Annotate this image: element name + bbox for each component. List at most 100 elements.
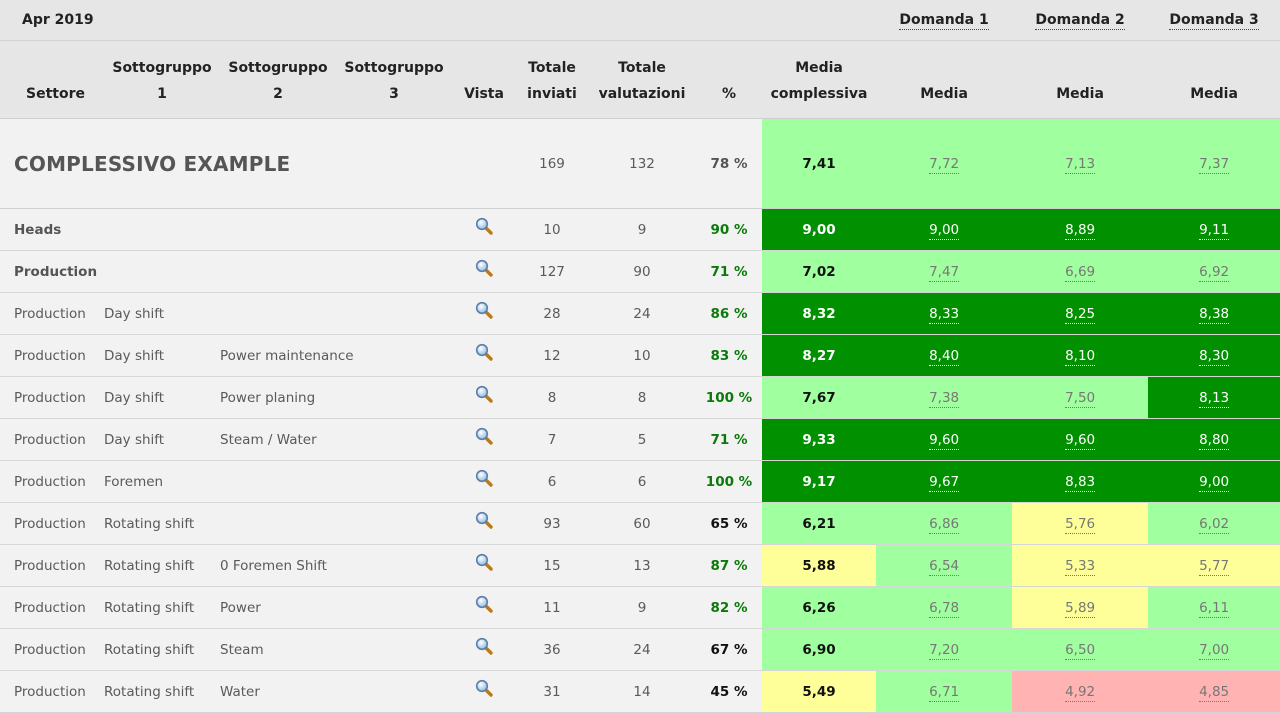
row-settore: Heads [0, 208, 104, 251]
row-media-d3[interactable]: 7,00 [1148, 628, 1280, 671]
row-sottogruppo-2 [220, 250, 452, 293]
magnifier-icon[interactable] [475, 511, 493, 529]
row-media-d3[interactable]: 6,11 [1148, 586, 1280, 629]
row-media-d2[interactable]: 6,50 [1012, 628, 1149, 671]
magnifier-icon[interactable] [475, 427, 493, 445]
row-valutazioni: 13 [588, 544, 696, 587]
magnifier-icon[interactable] [475, 679, 493, 697]
row-media-d2[interactable]: 8,89 [1012, 208, 1149, 251]
row-media-complessiva: 7,02 [762, 250, 877, 293]
row-media-d1[interactable]: 7,38 [876, 376, 1013, 419]
row-settore: Production [0, 250, 104, 293]
magnifier-icon[interactable] [475, 259, 493, 277]
row-valutazioni: 9 [588, 208, 696, 251]
row-inviati: 31 [516, 670, 588, 713]
row-media-d3[interactable]: 6,02 [1148, 502, 1280, 545]
row-sottogruppo-1: Day shift [104, 334, 220, 377]
magnifier-icon[interactable] [475, 469, 493, 487]
row-media-d2[interactable]: 8,25 [1012, 292, 1149, 335]
row-settore: Production [0, 586, 104, 629]
row-valutazioni: 60 [588, 502, 696, 545]
vista-button[interactable] [452, 628, 516, 671]
row-media-d3[interactable]: 8,80 [1148, 418, 1280, 461]
table-row: Production Day shift Power planing 8 8 [0, 376, 1280, 419]
row-media-d2[interactable]: 8,10 [1012, 334, 1149, 377]
total-media-d1[interactable]: 7,72 [876, 118, 1013, 209]
total-media-d3[interactable]: 7,37 [1148, 118, 1280, 209]
magnifier-icon[interactable] [475, 301, 493, 319]
row-media-d2[interactable]: 7,50 [1012, 376, 1149, 419]
magnifier-icon[interactable] [475, 217, 493, 235]
row-media-d3[interactable]: 9,00 [1148, 460, 1280, 503]
row-media-d2[interactable]: 8,83 [1012, 460, 1149, 503]
row-sottogruppo-2: Steam / Water [220, 418, 452, 461]
domanda-2-header[interactable]: Domanda 2 [1012, 0, 1149, 41]
vista-button[interactable] [452, 292, 516, 335]
row-media-d3[interactable]: 8,13 [1148, 376, 1280, 419]
magnifier-icon[interactable] [475, 343, 493, 361]
total-row: COMPLESSIVO EXAMPLE 169 132 78 % 7,41 7,… [0, 118, 1280, 209]
row-media-d3[interactable]: 8,30 [1148, 334, 1280, 377]
vista-button[interactable] [452, 418, 516, 461]
row-media-d2[interactable]: 5,89 [1012, 586, 1149, 629]
magnifier-icon[interactable] [475, 595, 493, 613]
row-media-d2[interactable]: 9,60 [1012, 418, 1149, 461]
vista-button[interactable] [452, 376, 516, 419]
col-media-complessiva: Media complessiva [762, 40, 877, 119]
row-media-d3[interactable]: 9,11 [1148, 208, 1280, 251]
col-sottogruppo-3: Sottogruppo 3 [336, 40, 452, 119]
row-media-d3[interactable]: 5,77 [1148, 544, 1280, 587]
row-media-d1[interactable]: 7,47 [876, 250, 1013, 293]
vista-button[interactable] [452, 460, 516, 503]
row-settore: Production [0, 502, 104, 545]
row-media-d1[interactable]: 6,86 [876, 502, 1013, 545]
vista-button[interactable] [452, 544, 516, 587]
row-media-d1[interactable]: 9,00 [876, 208, 1013, 251]
vista-button[interactable] [452, 586, 516, 629]
row-valutazioni: 90 [588, 250, 696, 293]
row-media-d2[interactable]: 5,76 [1012, 502, 1149, 545]
vista-button[interactable] [452, 208, 516, 251]
row-media-complessiva: 9,00 [762, 208, 877, 251]
row-media-d2[interactable]: 5,33 [1012, 544, 1149, 587]
row-media-d2[interactable]: 6,69 [1012, 250, 1149, 293]
row-media-d2[interactable]: 4,92 [1012, 670, 1149, 713]
row-valutazioni: 24 [588, 628, 696, 671]
row-media-d1[interactable]: 9,60 [876, 418, 1013, 461]
row-inviati: 6 [516, 460, 588, 503]
vista-button[interactable] [452, 670, 516, 713]
row-settore: Production [0, 418, 104, 461]
row-media-d1[interactable]: 9,67 [876, 460, 1013, 503]
row-settore: Production [0, 334, 104, 377]
row-media-d1[interactable]: 6,54 [876, 544, 1013, 587]
total-media-d2[interactable]: 7,13 [1012, 118, 1149, 209]
domanda-3-header[interactable]: Domanda 3 [1148, 0, 1280, 41]
row-inviati: 28 [516, 292, 588, 335]
row-media-d3[interactable]: 4,85 [1148, 670, 1280, 713]
row-sottogruppo-1: Day shift [104, 376, 220, 419]
vista-button[interactable] [452, 334, 516, 377]
row-percent: 65 % [696, 502, 762, 545]
row-valutazioni: 6 [588, 460, 696, 503]
row-media-d3[interactable]: 6,92 [1148, 250, 1280, 293]
row-media-d1[interactable]: 6,78 [876, 586, 1013, 629]
row-media-d1[interactable]: 8,40 [876, 334, 1013, 377]
row-media-d1[interactable]: 6,71 [876, 670, 1013, 713]
row-sottogruppo-1: Rotating shift [104, 544, 220, 587]
domanda-1-header[interactable]: Domanda 1 [876, 0, 1013, 41]
row-media-d1[interactable]: 7,20 [876, 628, 1013, 671]
row-settore: Production [0, 460, 104, 503]
row-sottogruppo-1: Day shift [104, 292, 220, 335]
magnifier-icon[interactable] [475, 553, 493, 571]
row-valutazioni: 9 [588, 586, 696, 629]
vista-button[interactable] [452, 250, 516, 293]
vista-button[interactable] [452, 502, 516, 545]
row-sottogruppo-1 [104, 250, 220, 293]
row-media-d3[interactable]: 8,38 [1148, 292, 1280, 335]
magnifier-icon[interactable] [475, 637, 493, 655]
row-sottogruppo-1: Rotating shift [104, 586, 220, 629]
row-media-d1[interactable]: 8,33 [876, 292, 1013, 335]
magnifier-icon[interactable] [475, 385, 493, 403]
row-sottogruppo-1: Rotating shift [104, 502, 220, 545]
row-inviati: 8 [516, 376, 588, 419]
